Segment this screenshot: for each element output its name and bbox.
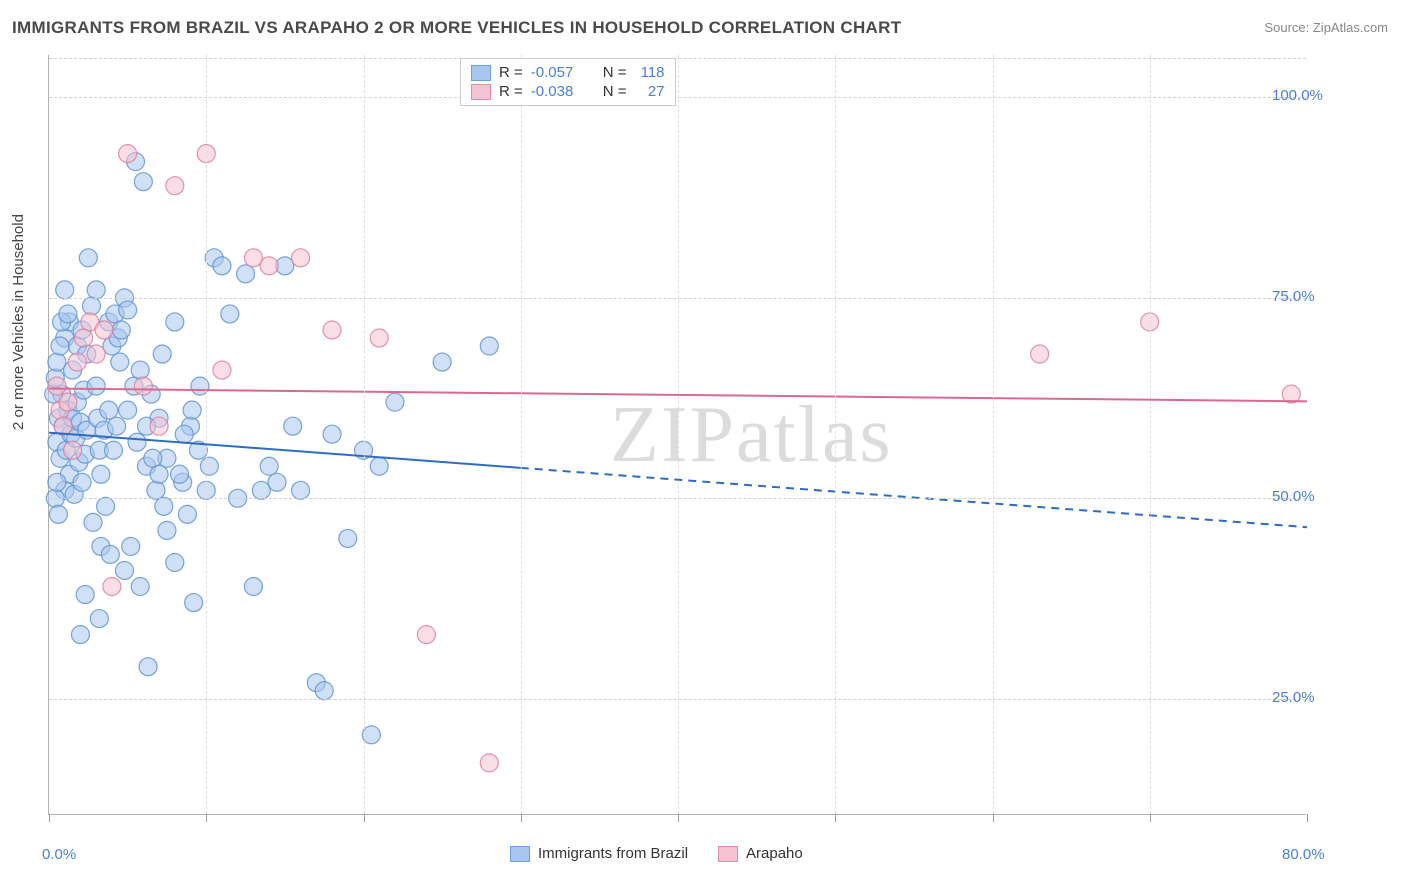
x-tick — [835, 814, 836, 822]
gridline-v — [206, 55, 207, 814]
x-tick-label: 80.0% — [1282, 846, 1325, 863]
x-tick-label: 0.0% — [42, 846, 76, 863]
r-value: -0.038 — [531, 83, 583, 100]
gridline-v — [521, 55, 522, 814]
r-label: R = — [499, 83, 523, 100]
legend-series-item: Immigrants from Brazil — [510, 845, 688, 862]
r-value: -0.057 — [531, 64, 583, 81]
y-tick-label: 100.0% — [1272, 87, 1323, 104]
legend-series: Immigrants from Brazil Arapaho — [510, 845, 803, 862]
x-tick — [49, 814, 50, 822]
legend-stats-row: R = -0.057 N = 118 — [471, 63, 665, 82]
x-tick — [678, 814, 679, 822]
x-tick — [206, 814, 207, 822]
legend-swatch — [510, 846, 530, 862]
y-tick-label: 25.0% — [1272, 689, 1315, 706]
r-label: R = — [499, 64, 523, 81]
y-axis-label: 2 or more Vehicles in Household — [10, 214, 27, 430]
legend-stats: R = -0.057 N = 118 R = -0.038 N = 27 — [460, 58, 676, 106]
n-value: 118 — [635, 64, 665, 81]
y-tick-label: 75.0% — [1272, 288, 1315, 305]
x-tick — [1150, 814, 1151, 822]
x-tick — [521, 814, 522, 822]
gridline-v — [1150, 55, 1151, 814]
legend-series-label: Immigrants from Brazil — [538, 845, 688, 862]
x-tick — [1307, 814, 1308, 822]
chart-title: IMMIGRANTS FROM BRAZIL VS ARAPAHO 2 OR M… — [12, 18, 901, 38]
legend-swatch — [471, 84, 491, 100]
legend-series-label: Arapaho — [746, 845, 803, 862]
x-tick — [993, 814, 994, 822]
gridline-v — [678, 55, 679, 814]
n-label: N = — [603, 83, 627, 100]
plot-area — [48, 55, 1306, 815]
legend-swatch — [471, 65, 491, 81]
legend-series-item: Arapaho — [718, 845, 803, 862]
legend-stats-row: R = -0.038 N = 27 — [471, 82, 665, 101]
source-attribution: Source: ZipAtlas.com — [1264, 20, 1388, 35]
n-value: 27 — [635, 83, 665, 100]
legend-swatch — [718, 846, 738, 862]
n-label: N = — [603, 64, 627, 81]
gridline-v — [993, 55, 994, 814]
gridline-v — [364, 55, 365, 814]
y-tick-label: 50.0% — [1272, 488, 1315, 505]
x-tick — [364, 814, 365, 822]
gridline-v — [835, 55, 836, 814]
